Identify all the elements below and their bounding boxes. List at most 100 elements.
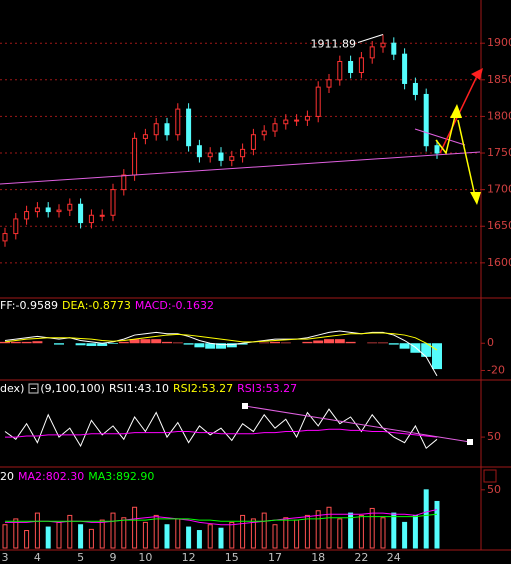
volume-bar <box>207 524 213 549</box>
volume-bar <box>2 524 8 549</box>
candle-body <box>207 152 213 158</box>
macd-bar <box>324 339 334 344</box>
trend-line <box>0 151 481 185</box>
panel-icon[interactable] <box>483 469 497 483</box>
x-tick-label: 5 <box>77 551 84 564</box>
macd-bar <box>334 339 345 344</box>
volume-bar <box>196 530 202 549</box>
y-tick-label: 1800 <box>487 109 511 122</box>
macd-bar <box>10 341 21 344</box>
volume-bar <box>391 512 397 549</box>
macd-bar <box>388 343 399 345</box>
macd-bar <box>421 343 432 357</box>
volume-bar <box>369 507 375 549</box>
y-tick-label: 1750 <box>487 146 511 159</box>
candle-body <box>24 211 30 220</box>
candle-body <box>358 57 364 73</box>
arrow-line <box>457 119 476 197</box>
volume-bar <box>153 514 159 549</box>
macd-bar <box>151 339 162 344</box>
x-tick-label: 22 <box>354 551 368 564</box>
volume-bar <box>132 506 138 549</box>
drawings <box>0 68 483 445</box>
header-item: dex) <box>0 382 24 395</box>
arrow-line <box>435 111 457 155</box>
volume-bar <box>142 521 148 549</box>
candle-body <box>45 207 51 213</box>
candle-body <box>294 119 300 122</box>
y-tick-label: 1700 <box>487 183 511 196</box>
candle-body <box>304 115 310 121</box>
volume-bar <box>175 518 181 549</box>
macd-bar <box>205 343 216 349</box>
volume-bar <box>229 521 235 549</box>
candle-body <box>142 134 148 139</box>
volume-bar <box>423 489 429 549</box>
candle-body <box>315 86 321 117</box>
volume-bar <box>78 524 84 549</box>
annotation: 1911.89 <box>311 37 357 50</box>
candle-body <box>34 207 40 213</box>
header-item: FF:-0.9589 <box>0 299 58 312</box>
volume-bar <box>272 524 278 549</box>
macd-bar <box>97 343 108 346</box>
candle-body <box>250 134 256 150</box>
annotation-line <box>357 34 384 43</box>
macd-bar <box>172 342 183 344</box>
series-line <box>4 332 438 351</box>
macd-bar <box>54 343 64 345</box>
macd-bar <box>0 341 10 344</box>
macd-bar <box>270 341 280 344</box>
candle-body <box>2 233 8 242</box>
x-tick-label: 10 <box>138 551 152 564</box>
volume-bar <box>110 512 116 549</box>
candle-body <box>88 214 94 224</box>
series-line <box>5 513 438 522</box>
volume-bar <box>326 506 332 549</box>
panel-header: dex) (9,100,100) RSI1:43.10 RSI2:53.27 RSI3:… <box>0 382 297 395</box>
volume-bar <box>294 519 300 549</box>
collapse-icon[interactable] <box>28 383 39 394</box>
macd-bar <box>216 343 226 349</box>
macd-bar <box>129 339 140 344</box>
header-item: MACD:-0.1632 <box>135 299 214 312</box>
drawing-handle[interactable] <box>467 439 473 445</box>
candle-body <box>13 218 19 235</box>
panel-header: FF:-0.9589 DEA:-0.8773 MACD:-0.1632 <box>0 299 214 312</box>
candle-body <box>380 42 386 48</box>
header-item: RSI1:43.10 <box>109 382 169 395</box>
macd-bar <box>432 343 442 370</box>
candle-body <box>175 108 181 136</box>
macd-bar <box>75 343 86 346</box>
macd-bar <box>226 343 237 348</box>
macd-bar <box>410 343 421 353</box>
macd-bar <box>237 343 248 345</box>
x-tick-label: 9 <box>110 551 117 564</box>
candle-body <box>283 119 289 125</box>
arrow-head <box>450 104 462 118</box>
volume-bar <box>261 512 267 549</box>
y-tick-label: 50 <box>487 430 501 443</box>
candle-body <box>391 42 397 55</box>
candle-body <box>164 123 170 136</box>
volume-bar <box>56 521 62 549</box>
candle-body <box>218 152 224 161</box>
x-tick-label: 24 <box>387 551 401 564</box>
volume-bar <box>358 514 364 549</box>
volume-bar <box>380 517 386 549</box>
header-item: 20 <box>0 470 14 483</box>
x-tick-label: 12 <box>182 551 196 564</box>
volume-bar <box>88 528 94 549</box>
candle-body <box>423 93 429 147</box>
macd-bar <box>162 341 172 344</box>
drawing-handle[interactable] <box>242 403 248 409</box>
volume-bar <box>240 514 246 549</box>
macd-bar <box>194 343 205 348</box>
candle-body <box>348 61 354 73</box>
candle-body <box>196 145 202 158</box>
series-line <box>4 408 438 450</box>
candle-body <box>132 137 138 176</box>
macd-bar <box>259 342 270 344</box>
volume-bar <box>218 527 224 549</box>
